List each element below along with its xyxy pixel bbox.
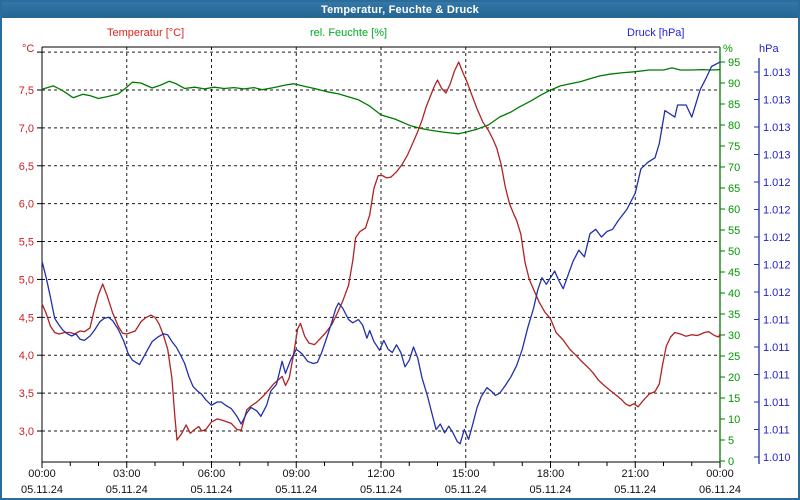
- svg-text:1.013: 1.013: [763, 67, 791, 79]
- svg-text:0: 0: [728, 456, 734, 468]
- temperature-series: [41, 61, 721, 441]
- legend-humidity: rel. Feuchte [%]: [310, 27, 388, 39]
- pressure-axis: 1.013 1.013 1.013 1.013 1.012 1.012 1.012 1.012…: [754, 58, 791, 464]
- svg-text:65: 65: [728, 183, 740, 195]
- svg-text:05.11.24: 05.11.24: [21, 484, 63, 496]
- svg-text:06:00: 06:00: [198, 468, 226, 480]
- svg-text:15: 15: [728, 393, 740, 405]
- svg-text:5,5: 5,5: [19, 237, 34, 249]
- svg-text:1.012: 1.012: [763, 177, 791, 189]
- svg-text:10: 10: [728, 414, 740, 426]
- svg-text:1.011: 1.011: [763, 342, 790, 354]
- svg-text:05.11.24: 05.11.24: [360, 484, 402, 496]
- svg-text:20: 20: [728, 372, 740, 384]
- svg-text:1.011: 1.011: [763, 397, 790, 409]
- humidity-series: [41, 67, 721, 135]
- svg-text:50: 50: [728, 246, 740, 258]
- svg-text:18:00: 18:00: [537, 468, 565, 480]
- svg-text:12:00: 12:00: [367, 468, 395, 480]
- temperature-axis: 3,0 3,5 4,0 4,5 5,0 5,5 6,0 6,5 7,0 7,5: [19, 51, 42, 438]
- svg-text:6,0: 6,0: [19, 199, 34, 211]
- svg-text:00:00: 00:00: [28, 468, 56, 480]
- svg-text:5,0: 5,0: [19, 274, 34, 286]
- humidity-axis: 0 5 10 15 20 25 30 35 40 45 50 55 60 65 70 75 80 85 90 95: [719, 47, 740, 468]
- svg-text:05.11.24: 05.11.24: [190, 484, 232, 496]
- window-title: Temperatur, Feuchte & Druck: [2, 2, 798, 18]
- svg-text:1.012: 1.012: [763, 287, 791, 299]
- svg-text:95: 95: [728, 57, 740, 69]
- svg-text:21:00: 21:00: [621, 468, 649, 480]
- svg-text:05.11.24: 05.11.24: [106, 484, 148, 496]
- svg-text:05.11.24: 05.11.24: [275, 484, 317, 496]
- svg-text:4,0: 4,0: [19, 350, 34, 362]
- svg-text:75: 75: [728, 141, 740, 153]
- pressure-axis-unit: hPa: [759, 43, 779, 55]
- svg-text:1.011: 1.011: [763, 425, 790, 437]
- humidity-axis-unit: %: [723, 43, 733, 55]
- svg-text:00:00: 00:00: [706, 468, 734, 480]
- svg-text:60: 60: [728, 204, 740, 216]
- svg-text:1.010: 1.010: [763, 452, 791, 464]
- svg-text:30: 30: [728, 330, 740, 342]
- svg-text:70: 70: [728, 162, 740, 174]
- svg-text:55: 55: [728, 225, 740, 237]
- svg-text:6,5: 6,5: [19, 161, 34, 173]
- svg-text:25: 25: [728, 351, 740, 363]
- svg-text:85: 85: [728, 99, 740, 111]
- svg-text:45: 45: [728, 267, 740, 279]
- svg-text:4,5: 4,5: [19, 312, 34, 324]
- svg-text:35: 35: [728, 309, 740, 321]
- svg-text:1.013: 1.013: [763, 122, 791, 134]
- legend-temperature: Temperatur [°C]: [107, 27, 185, 39]
- svg-text:1.012: 1.012: [763, 205, 791, 217]
- svg-text:05.11.24: 05.11.24: [614, 484, 656, 496]
- svg-text:5: 5: [728, 435, 734, 447]
- pressure-series: [41, 61, 721, 445]
- svg-text:1.012: 1.012: [763, 232, 791, 244]
- temperature-axis-unit: °C: [22, 43, 35, 55]
- svg-text:80: 80: [728, 120, 740, 132]
- svg-text:3,0: 3,0: [19, 426, 34, 438]
- legend-pressure: Druck [hPa]: [627, 27, 685, 39]
- svg-text:05.11.24: 05.11.24: [445, 484, 487, 496]
- svg-text:90: 90: [728, 78, 740, 90]
- svg-text:7,0: 7,0: [19, 123, 34, 135]
- svg-text:1.012: 1.012: [763, 260, 791, 272]
- svg-text:06.11.24: 06.11.24: [699, 484, 741, 496]
- time-axis: 00:00 05.11.24 03:00 05.11.24 06:00 05.11.24 0…: [21, 462, 741, 496]
- svg-text:09:00: 09:00: [282, 468, 310, 480]
- svg-text:03:00: 03:00: [113, 468, 141, 480]
- svg-text:1.011: 1.011: [763, 370, 790, 382]
- svg-text:1.011: 1.011: [763, 315, 790, 327]
- svg-text:3,5: 3,5: [19, 388, 34, 400]
- svg-text:05.11.24: 05.11.24: [529, 484, 571, 496]
- svg-text:1.013: 1.013: [763, 150, 791, 162]
- svg-text:1.013: 1.013: [763, 95, 791, 107]
- gridlines: [42, 47, 720, 462]
- svg-text:7,5: 7,5: [19, 85, 34, 97]
- svg-text:40: 40: [728, 288, 740, 300]
- svg-text:15:00: 15:00: [452, 468, 480, 480]
